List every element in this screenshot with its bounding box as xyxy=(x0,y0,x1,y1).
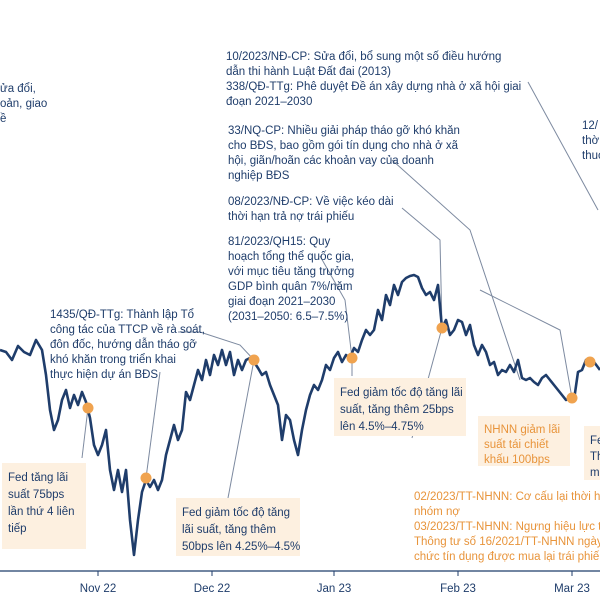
annotation-a6_cut-line-2: thờ xyxy=(582,135,600,147)
annotation-box_nhnn-line-3: khấu 100bps xyxy=(484,454,550,466)
leader-line xyxy=(391,159,521,381)
annotation-box_fed1-line-2: suất 75bps xyxy=(8,489,65,501)
annotation-a6_cut-line-3: thuc xyxy=(582,150,600,162)
x-tick-label: Dec 22 xyxy=(194,583,230,595)
annotation-box_fed1-line-4: tiếp xyxy=(8,523,27,535)
annotation-box_right_cut-line-2: Th xyxy=(590,451,600,463)
leader-line xyxy=(178,331,255,361)
annotation-box_nhnn-line-1: NHNN giảm lãi xyxy=(484,424,560,436)
x-tick-label: Feb 23 xyxy=(440,583,476,595)
annotation-a5-line-3: đôn đốc, hướng dẫn tháo gỡ xyxy=(50,338,197,351)
annotation-orange_bottom-line-3: 03/2023/TT-NHNN: Ngưng hiệu lực t xyxy=(414,521,600,533)
annotation-orange_bottom-line-5: chức tín dụng được mua lại trái phiế xyxy=(414,551,600,563)
fed-box-3 xyxy=(334,378,466,436)
event-marker-7 xyxy=(584,356,596,368)
annotation-a5-line-5: thực hiện dự án BĐS xyxy=(50,369,158,381)
event-marker-3 xyxy=(248,354,260,366)
annotation-orange_bottom-line-1: 02/2023/TT-NHNN: Cơ cấu lại thời hạ xyxy=(414,491,600,503)
annotation-a2-line-3: hội, giãn/hoãn các khoản vay của doanh xyxy=(228,155,434,167)
right-cut-box xyxy=(584,426,600,480)
event-markers xyxy=(82,322,596,484)
annotation-box_fed1-line-1: Fed tăng lãi xyxy=(8,472,68,484)
event-marker-6 xyxy=(566,392,578,404)
leader-line xyxy=(527,81,599,211)
annotation-box_fed3-line-1: Fed giảm tốc độ tăng lãi xyxy=(340,387,463,399)
x-tick-label: Jan 23 xyxy=(317,583,352,595)
annotation-a3-line-1: 08/2023/NĐ-CP: Về việc kéo dài xyxy=(228,196,394,208)
annotation-a1-line-1: 10/2023/NĐ-CP: Sửa đổi, bổ sung một số đ… xyxy=(226,51,501,63)
fed-box-2 xyxy=(176,498,300,556)
nhnn-box xyxy=(478,416,570,466)
annotation-a4-line-2: hoạch tổng thể quốc gia, xyxy=(228,251,354,263)
fed-box-1 xyxy=(2,463,86,549)
annotation-a1-line-3: 338/QĐ-TTg: Phê duyệt Đề án xây dựng nhà… xyxy=(226,81,521,93)
annotation-a1-line-4: đoạn 2021–2030 xyxy=(226,96,312,108)
annotation-a4-line-6: (2031–2050: 6.5–7.5%) xyxy=(228,311,348,323)
annotation-a3-line-2: thời hạn trả nợ trái phiếu xyxy=(228,211,354,223)
annotation-orange_bottom-line-2: nhóm nợ xyxy=(414,506,460,518)
leader-line xyxy=(227,359,255,499)
annotation-orange_bottom-line-4: Thông tư số 16/2021/TT-NHNN ngày xyxy=(414,536,600,548)
annotation-text: ửa đổi, oản, giao ề 10/2023/NĐ-CP: Sửa đổi,… xyxy=(0,51,600,563)
event-marker-1 xyxy=(82,402,94,414)
leader-line xyxy=(401,207,443,329)
annotation-top_left_cut-line-1: ửa đổi, xyxy=(0,83,36,95)
annotation-a4-line-4: GDP bình quân 7%/năm xyxy=(228,281,352,293)
annotation-a4-line-3: với mục tiêu tăng trưởng xyxy=(228,266,354,278)
annotation-box_fed2-line-1: Fed giảm tốc độ tăng xyxy=(182,507,290,519)
annotation-box_right_cut-line-1: Fe xyxy=(590,435,600,447)
annotation-a1-line-2: dẫn thi hành Luật Đất đai (2013) xyxy=(226,65,391,78)
leader-line xyxy=(479,289,573,399)
event-marker-5 xyxy=(436,322,448,334)
annotation-a5-line-1: 1435/QĐ-TTg: Thành lập Tổ xyxy=(50,309,194,321)
leader-line xyxy=(145,371,161,479)
event-marker-2 xyxy=(140,472,152,484)
leader-line xyxy=(81,407,89,459)
x-axis-ticks: Nov 22 Dec 22 Jan 23 Feb 23 Mar 23 xyxy=(80,571,590,595)
annotation-a4-line-5: giai đoạn 2021–2030 xyxy=(228,296,335,308)
annotation-box_fed2-line-2: lãi suất, tăng thêm xyxy=(182,524,276,536)
annotation-a6_cut-line-1: 12/ xyxy=(582,120,599,132)
annotation-box_fed1-line-3: lần thứ 4 liên xyxy=(8,506,75,518)
annotation-box_right_cut-line-3: mụ xyxy=(590,467,600,479)
annotation-box_fed3-line-2: suất, tăng thêm 25bps xyxy=(340,404,454,416)
leader-line xyxy=(319,255,353,359)
x-tick-label: Nov 22 xyxy=(80,583,116,595)
annotation-a2-line-4: nghiệp BĐS xyxy=(228,170,290,182)
annotation-a5-line-4: khó khăn trong triển khai xyxy=(50,354,176,366)
annotation-a2-line-1: 33/NQ-CP: Nhiều giải pháp tháo gỡ khó kh… xyxy=(228,125,460,137)
annotation-a5-line-2: công tác của TTCP về rà soát, xyxy=(50,324,205,336)
annotation-top_left_cut-line-3: ề xyxy=(0,113,6,125)
annotation-box_fed2-line-3: 50bps lên 4.25%–4.5% xyxy=(182,541,300,553)
annotation-top_left_cut-line-2: oản, giao xyxy=(0,98,47,110)
series-line xyxy=(0,273,600,557)
annotation-a4-line-1: 81/2023/QH15: Quy xyxy=(228,236,331,248)
annotation-a2-line-2: cho BĐS, bao gồm gói tín dụng cho nhà ở … xyxy=(228,140,459,152)
annotation-box_nhnn-line-2: suất tái chiết xyxy=(484,439,549,451)
annotation-box_fed3-line-3: lên 4.5%–4.75% xyxy=(340,421,424,433)
event-marker-4 xyxy=(346,352,358,364)
x-tick-label: Mar 23 xyxy=(554,583,590,595)
annotation-leader-lines xyxy=(81,81,599,499)
